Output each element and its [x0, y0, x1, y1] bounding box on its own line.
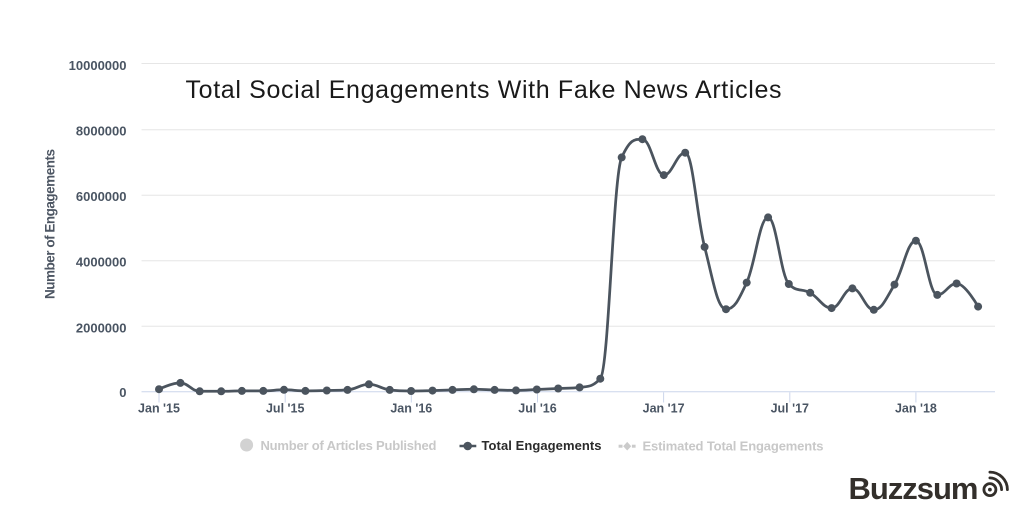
svg-text:Jan '15: Jan '15: [138, 401, 180, 415]
svg-text:Jul '16: Jul '16: [518, 401, 556, 415]
svg-text:Buzzsum: Buzzsum: [849, 471, 979, 506]
svg-text:Number of Articles Published: Number of Articles Published: [261, 438, 437, 453]
svg-text:Jan '16: Jan '16: [390, 401, 432, 415]
svg-text:Jul '17: Jul '17: [771, 401, 809, 415]
svg-text:0: 0: [119, 385, 126, 400]
svg-text:Estimated Total Engagements: Estimated Total Engagements: [643, 439, 824, 454]
svg-text:8000000: 8000000: [76, 124, 127, 139]
svg-text:Jan '18: Jan '18: [895, 401, 937, 415]
svg-text:Total Engagements: Total Engagements: [482, 438, 602, 453]
svg-text:4000000: 4000000: [76, 255, 127, 270]
svg-text:Jan '17: Jan '17: [643, 401, 685, 415]
svg-text:Jul '15: Jul '15: [266, 401, 304, 415]
svg-text:6000000: 6000000: [76, 189, 127, 204]
svg-text:Total Social Engagements With: Total Social Engagements With Fake News …: [186, 76, 782, 104]
svg-text:Number of Engagements: Number of Engagements: [43, 149, 58, 299]
svg-text:10000000: 10000000: [69, 58, 127, 73]
svg-text:2000000: 2000000: [76, 321, 127, 336]
